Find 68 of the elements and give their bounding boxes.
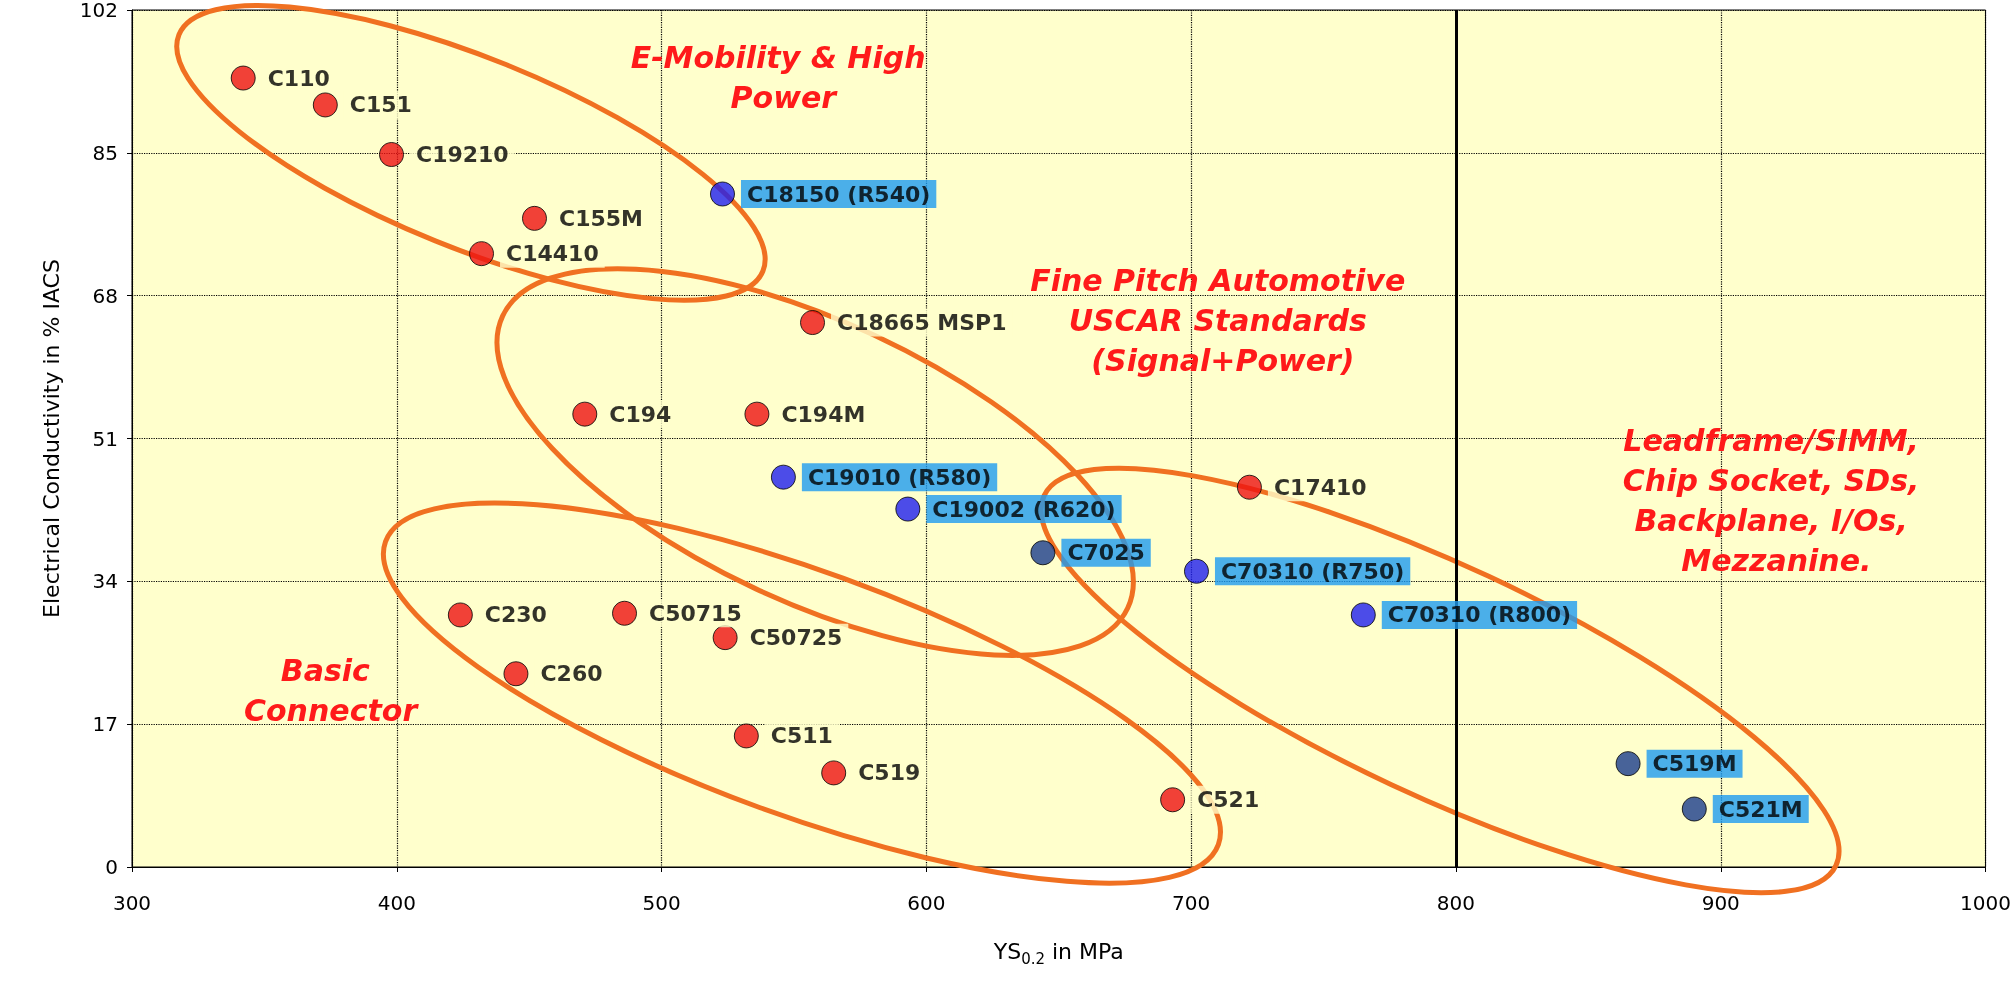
data-label: C50725 — [749, 625, 843, 651]
y-tick-label: 17 — [92, 712, 118, 737]
data-label: C521M — [1718, 796, 1803, 822]
x-tick-label: 400 — [377, 891, 416, 915]
point — [1160, 787, 1186, 813]
y-axis-title: Electrical Conductivity in % IACS — [38, 259, 64, 618]
point — [1615, 751, 1641, 777]
data-label: C17410 — [1273, 474, 1367, 500]
point — [379, 142, 404, 168]
data-label: C18150 (R540) — [746, 181, 931, 207]
point — [1236, 474, 1262, 500]
point — [447, 602, 473, 628]
data-label: C260 — [540, 661, 603, 687]
x-tick-label: 800 — [1436, 891, 1476, 915]
point — [612, 600, 638, 626]
x-tick-label: 600 — [907, 891, 946, 915]
data-label: C194 — [609, 401, 672, 427]
data-label: C519M — [1652, 751, 1737, 777]
data-label: C14410 — [506, 241, 599, 267]
x-tick-label: 300 — [112, 891, 152, 915]
data-label: C19002 (R620) — [932, 496, 1116, 522]
point — [469, 241, 495, 267]
point — [744, 401, 770, 427]
data-label: C50715 — [649, 600, 742, 626]
data-label: C70310 (R750) — [1220, 558, 1405, 584]
annotation: Basic Connector — [243, 653, 420, 729]
data-label: C19010 (R580) — [807, 464, 992, 490]
point — [522, 205, 547, 231]
point — [733, 723, 759, 749]
point — [1681, 796, 1707, 822]
y-tick-label: 102 — [79, 0, 118, 22]
y-tick-label: 68 — [92, 283, 118, 308]
point — [230, 65, 256, 91]
data-label: C519 — [858, 760, 921, 786]
data-label: C155M — [558, 205, 643, 231]
data-label: C110 — [267, 65, 330, 91]
y-tick-label: 34 — [92, 569, 118, 594]
point — [1350, 602, 1376, 628]
y-tick-label: 0 — [105, 855, 118, 879]
data-label: C511 — [770, 723, 833, 749]
data-label: C18665 MSP1 — [837, 310, 1007, 336]
x-tick-label: 900 — [1701, 891, 1740, 915]
y-tick-label: 85 — [92, 140, 118, 165]
point — [1030, 540, 1056, 566]
point — [800, 310, 826, 336]
y-tick-label: 51 — [92, 426, 118, 451]
point — [821, 760, 847, 786]
x-tick-label: 700 — [1172, 891, 1211, 915]
point — [503, 661, 529, 687]
annotation: E-Mobility & High Power — [630, 39, 926, 115]
data-label: C194M — [781, 401, 866, 427]
point — [572, 401, 598, 427]
annotation: Fine Pitch Automotive USCAR Standards (Signal+Power) — [1030, 263, 1416, 379]
point — [1183, 558, 1209, 584]
point — [312, 92, 338, 118]
point — [710, 181, 735, 207]
annotation: Leadframe/SIMM, Chip Socket, SDs, Backplane, I/Os, Mezzanine. — [1622, 423, 1930, 579]
data-label: C521 — [1197, 787, 1260, 813]
data-label: C7025 — [1067, 540, 1145, 566]
x-tick-label: 500 — [642, 891, 681, 915]
data-label: C19210 — [416, 142, 509, 168]
point — [770, 464, 796, 490]
data-label: C230 — [484, 602, 547, 628]
point — [712, 625, 738, 651]
x-tick-label: 1000 — [1960, 891, 2011, 915]
point — [895, 496, 921, 522]
data-label: C70310 (R800) — [1387, 602, 1572, 628]
data-label: C151 — [349, 92, 412, 118]
